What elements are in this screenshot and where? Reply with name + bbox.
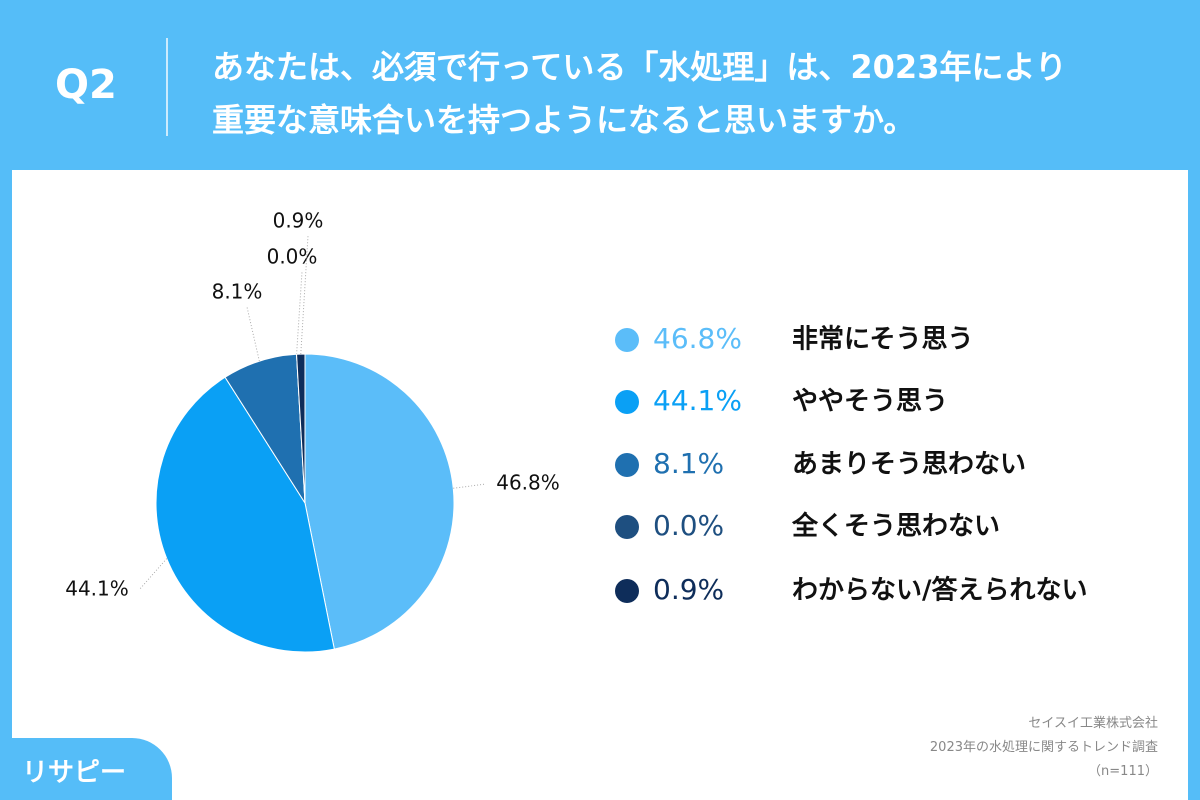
pie-slice: [296, 353, 306, 504]
data-label: 46.8%: [496, 471, 560, 495]
legend-marker: [615, 453, 639, 477]
logo-tab: [0, 738, 172, 800]
leader-line: [246, 306, 260, 362]
title-line: 重要な意味合いを持つようになると思いますか。: [212, 101, 916, 139]
legend-label: あまりそう思わない: [792, 450, 1026, 480]
legend-marker: [615, 579, 639, 603]
data-label: 0.9%: [273, 209, 324, 233]
footer-text: （n=111）: [1088, 764, 1158, 779]
separator: [166, 38, 168, 136]
legend-value: 8.1%: [653, 447, 724, 480]
legend-label: ややそう思う: [792, 387, 948, 417]
legend-value: 0.9%: [653, 573, 724, 606]
legend-marker: [615, 515, 639, 539]
legend-label: 全くそう思わない: [791, 511, 1000, 542]
leader-line: [453, 483, 487, 489]
title-line: あなたは、必須で行っている「水処理」は、2023年により: [212, 48, 1067, 86]
data-label: 44.1%: [65, 577, 129, 601]
data-label: 8.1%: [212, 280, 263, 304]
legend-value: 44.1%: [653, 384, 742, 417]
pie-slice: [304, 353, 455, 650]
legend-label: 非常にそう思う: [792, 325, 973, 355]
logo: リサピー: [22, 758, 127, 788]
question-number: Q2: [55, 62, 117, 108]
legend-marker: [615, 328, 639, 352]
legend-label: わからない/答えられない: [792, 575, 1088, 606]
footer-text: 2023年の水処理に関するトレンド調査: [929, 740, 1158, 755]
legend-value: 46.8%: [653, 322, 742, 355]
data-label: 0.0%: [267, 245, 318, 269]
pie-slice: [155, 376, 335, 653]
legend-marker: [615, 390, 639, 414]
leader-line: [138, 558, 168, 591]
footer-text: セイスイ工業株式会社: [1028, 716, 1158, 731]
legend-value: 0.0%: [653, 509, 724, 542]
